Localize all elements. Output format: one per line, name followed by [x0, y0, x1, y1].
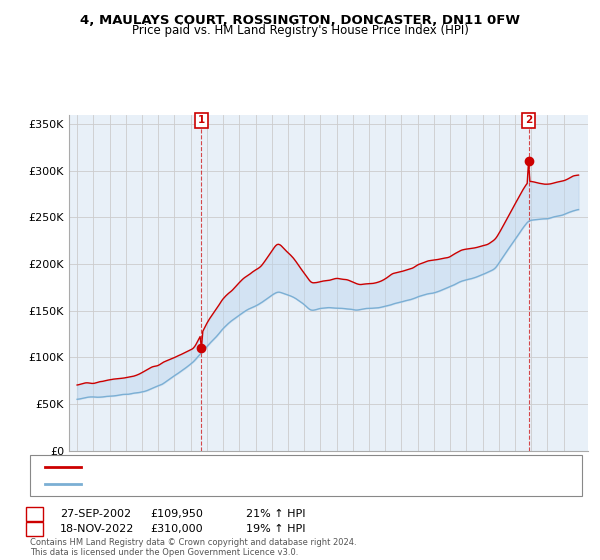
Text: 27-SEP-2002: 27-SEP-2002 [60, 509, 131, 519]
Text: 18-NOV-2022: 18-NOV-2022 [60, 524, 134, 534]
Text: 4, MAULAYS COURT, ROSSINGTON, DONCASTER, DN11 0FW (detached house): 4, MAULAYS COURT, ROSSINGTON, DONCASTER,… [87, 461, 492, 472]
Text: 19% ↑ HPI: 19% ↑ HPI [246, 524, 305, 534]
Text: 2: 2 [31, 524, 38, 534]
Text: 21% ↑ HPI: 21% ↑ HPI [246, 509, 305, 519]
Text: £109,950: £109,950 [150, 509, 203, 519]
Text: HPI: Average price, detached house, Doncaster: HPI: Average price, detached house, Donc… [87, 479, 334, 489]
Text: £310,000: £310,000 [150, 524, 203, 534]
Text: 1: 1 [31, 509, 38, 519]
Text: 2: 2 [525, 115, 532, 125]
Text: 1: 1 [198, 115, 205, 125]
Text: Price paid vs. HM Land Registry's House Price Index (HPI): Price paid vs. HM Land Registry's House … [131, 24, 469, 37]
Text: 4, MAULAYS COURT, ROSSINGTON, DONCASTER, DN11 0FW: 4, MAULAYS COURT, ROSSINGTON, DONCASTER,… [80, 14, 520, 27]
Text: Contains HM Land Registry data © Crown copyright and database right 2024.
This d: Contains HM Land Registry data © Crown c… [30, 538, 356, 557]
